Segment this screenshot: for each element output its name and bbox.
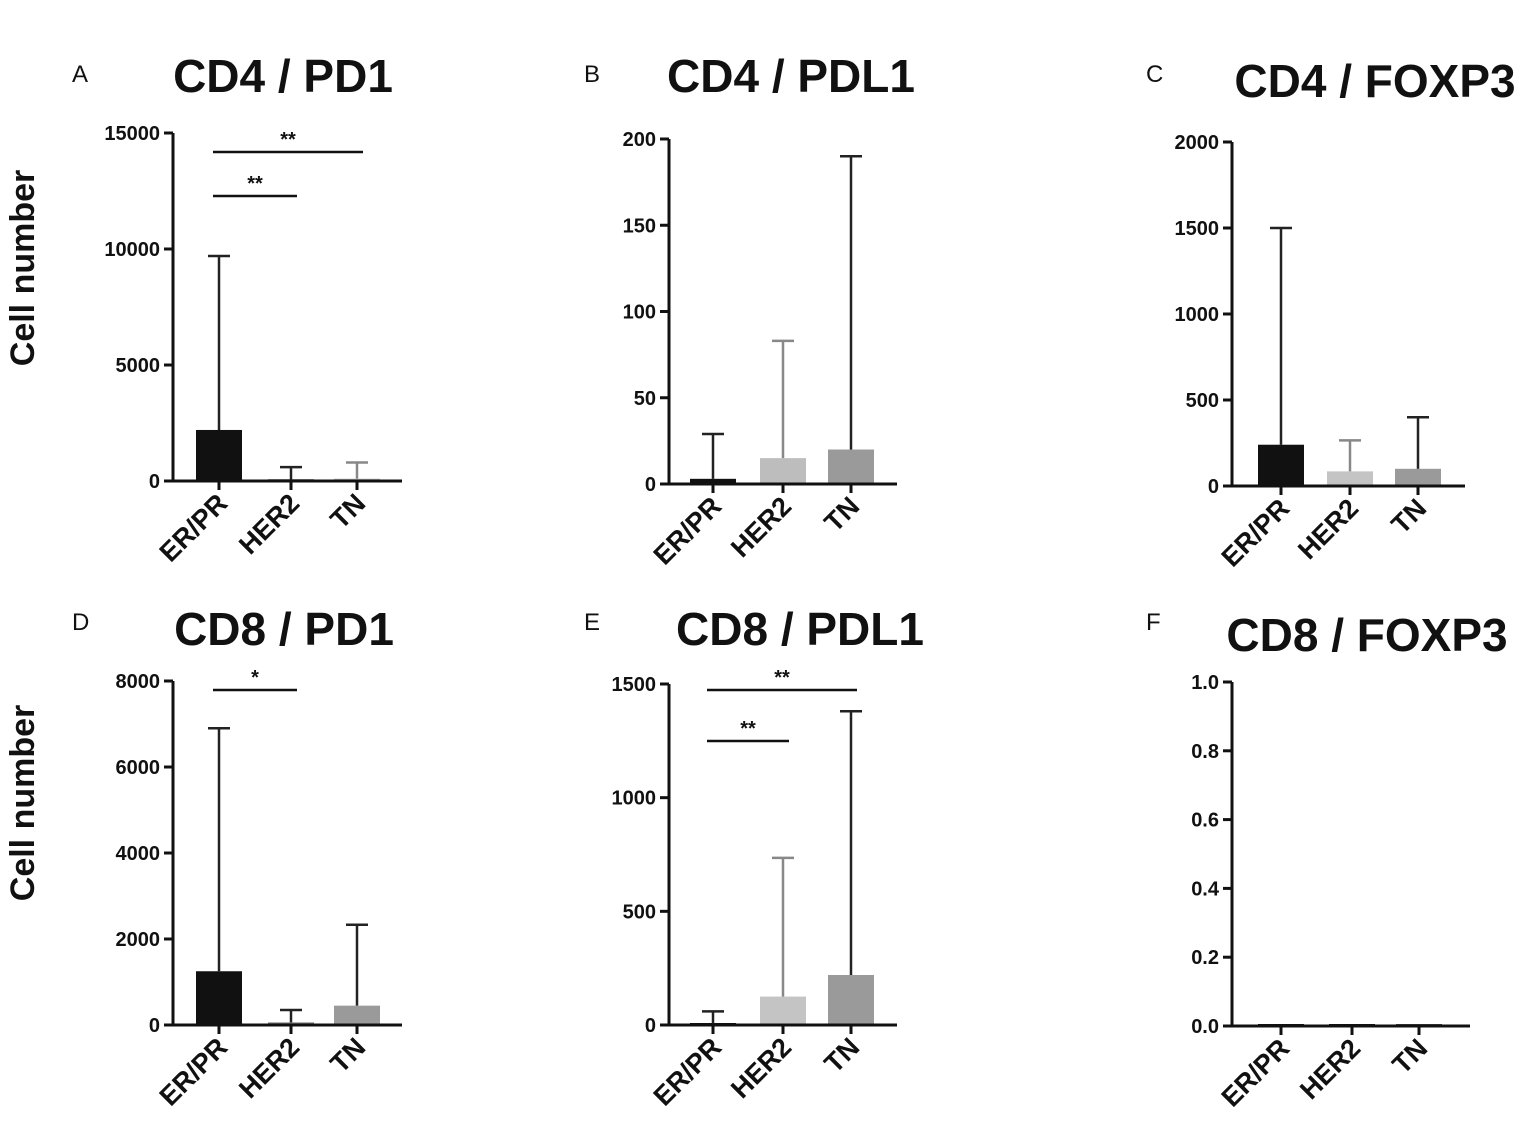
y-tick-label: 6000: [116, 757, 161, 779]
y-tick-label: 150: [623, 215, 656, 237]
y-tick-label: 1.0: [1191, 672, 1219, 694]
significance-label: **: [774, 667, 790, 689]
x-tick-label: HER2: [233, 1032, 305, 1104]
bar-her2: [1327, 471, 1373, 486]
significance-label: **: [740, 718, 756, 740]
panel-letter: B: [584, 61, 600, 88]
y-tick-label: 200: [623, 129, 656, 151]
y-tick-label: 8000: [116, 671, 161, 693]
x-tick-label: TN: [819, 1032, 866, 1079]
x-tick-label: TN: [1387, 1033, 1434, 1080]
y-tick-label: 0.8: [1191, 741, 1219, 763]
y-tick-label: 1500: [1175, 218, 1220, 240]
bar-her2: [760, 458, 806, 484]
x-tick-label: HER2: [725, 1032, 797, 1104]
y-tick-label: 1500: [612, 674, 657, 696]
bar-er-pr: [196, 429, 242, 481]
panel-title: CD8 / FOXP3: [1226, 609, 1507, 661]
panel-title: CD8 / PDL1: [676, 603, 924, 655]
x-tick-label: HER2: [725, 491, 797, 563]
x-tick-label: ER/PR: [154, 1032, 234, 1112]
y-axis-label: Cell number: [4, 705, 42, 901]
y-tick-label: 0: [1208, 476, 1219, 498]
bar-er-pr: [690, 478, 736, 484]
y-tick-label: 2000: [116, 929, 161, 951]
chart-panel-d: D CD8 / PD1 Cell number 0 2000 4000 6000 8000 ER…: [4, 603, 402, 1112]
panel-letter: A: [72, 61, 88, 88]
y-tick-label: 500: [623, 901, 656, 923]
y-tick-label: 0: [149, 1015, 160, 1037]
y-tick-label: 1000: [612, 788, 657, 810]
chart-panel-a: A CD4 / PD1 Cell number 0 5000 10000 15000 ER/P…: [4, 50, 402, 568]
x-tick-label: HER2: [1294, 1033, 1366, 1105]
panel-letter: C: [1146, 61, 1163, 88]
y-tick-label: 15000: [104, 123, 160, 145]
y-tick-label: 0: [645, 474, 656, 496]
y-axis-label: Cell number: [4, 170, 42, 366]
bar-tn: [828, 449, 874, 484]
x-tick-label: HER2: [233, 488, 305, 560]
bar-tn: [828, 974, 874, 1025]
y-tick-label: 100: [623, 302, 656, 324]
bar-her2: [760, 996, 806, 1025]
y-tick-label: 1000: [1175, 304, 1220, 326]
bar-er-pr: [196, 971, 242, 1025]
panel-title: CD4 / FOXP3: [1234, 55, 1515, 107]
y-tick-label: 500: [1186, 390, 1219, 412]
panel-letter: F: [1146, 609, 1161, 636]
y-tick-label: 0: [645, 1015, 656, 1037]
y-tick-label: 10000: [104, 239, 160, 261]
x-tick-label: ER/PR: [648, 1032, 728, 1112]
y-tick-label: 0.4: [1191, 878, 1220, 900]
x-tick-label: TN: [325, 1032, 372, 1079]
panel-letter: D: [72, 609, 89, 636]
y-tick-label: 0.6: [1191, 810, 1219, 832]
x-tick-label: HER2: [1292, 493, 1364, 565]
x-tick-label: TN: [1386, 493, 1433, 540]
significance-label: *: [251, 667, 259, 689]
x-tick-label: ER/PR: [154, 488, 234, 568]
y-tick-label: 2000: [1175, 132, 1220, 154]
y-tick-label: 50: [634, 388, 656, 410]
y-tick-label: 0.0: [1191, 1016, 1219, 1038]
bar-er-pr: [1258, 444, 1304, 486]
panel-letter: E: [584, 609, 600, 636]
panel-title: CD8 / PD1: [174, 603, 394, 655]
panel-title: CD4 / PD1: [173, 50, 393, 102]
bar-tn: [334, 1005, 380, 1025]
x-tick-label: ER/PR: [1216, 493, 1296, 573]
x-tick-label: ER/PR: [1216, 1033, 1296, 1113]
y-tick-label: 0.2: [1191, 947, 1219, 969]
x-tick-label: ER/PR: [648, 491, 728, 571]
bar-tn: [1395, 468, 1441, 486]
x-tick-label: TN: [819, 491, 866, 538]
x-tick-label: TN: [325, 488, 372, 535]
panel-title: CD4 / PDL1: [667, 50, 915, 102]
y-tick-label: 5000: [116, 355, 161, 377]
y-tick-label: 4000: [116, 843, 161, 865]
significance-label: **: [247, 173, 263, 195]
y-tick-label: 0: [149, 471, 160, 493]
significance-label: **: [280, 129, 296, 151]
